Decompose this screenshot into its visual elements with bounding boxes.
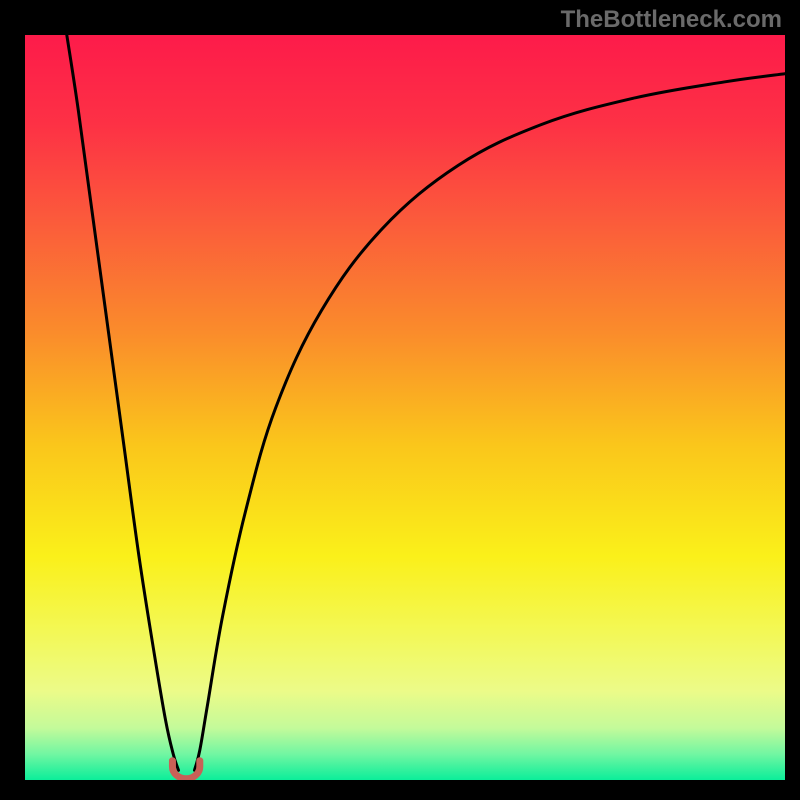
curve-layer — [25, 35, 785, 780]
left-curve-line — [67, 35, 179, 770]
right-curve-line — [194, 74, 785, 771]
watermark-text: TheBottleneck.com — [561, 6, 782, 34]
plot-area — [25, 35, 785, 780]
